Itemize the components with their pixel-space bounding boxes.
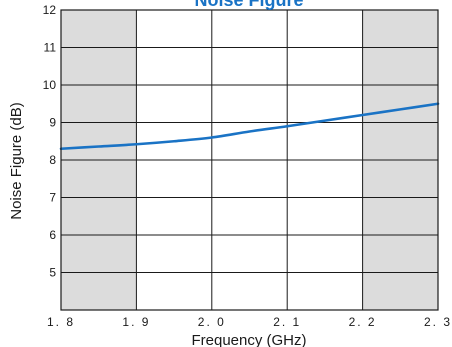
x-tick-label-2: 2. 0: [198, 315, 226, 329]
plot-frame: [60, 9, 439, 311]
x-tick-label-5: 2. 3: [424, 315, 452, 329]
x-tick-label-3: 2. 1: [273, 315, 301, 329]
series-layer: [59, 102, 440, 151]
y-tick-label-5: 10: [43, 78, 57, 92]
y-tick-label-3: 8: [49, 153, 56, 167]
x-tick-label-0: 1. 8: [47, 315, 75, 329]
y-tick-labels: 5 6 7 8 9 10 11 12: [43, 3, 57, 280]
x-tick-label-1: 1. 9: [122, 315, 150, 329]
y-tick-label-1: 6: [49, 228, 56, 242]
y-tick-label-2: 7: [49, 191, 56, 205]
y-tick-label-4: 9: [49, 116, 56, 130]
grid-lines: [61, 10, 438, 310]
chart-title: Noise Figure: [194, 0, 303, 10]
y-tick-label-7: 12: [43, 3, 57, 17]
y-axis-label: Noise Figure (dB): [8, 102, 25, 220]
x-tick-labels: 1. 8 1. 9 2. 0 2. 1 2. 2 2. 3: [47, 315, 452, 329]
noise-figure-line-0: [59, 102, 440, 151]
x-axis-label: Frequency (GHz): [191, 332, 306, 347]
y-tick-label-6: 11: [44, 41, 57, 55]
y-tick-label-0: 5: [49, 266, 56, 280]
x-tick-label-4: 2. 2: [349, 315, 377, 329]
